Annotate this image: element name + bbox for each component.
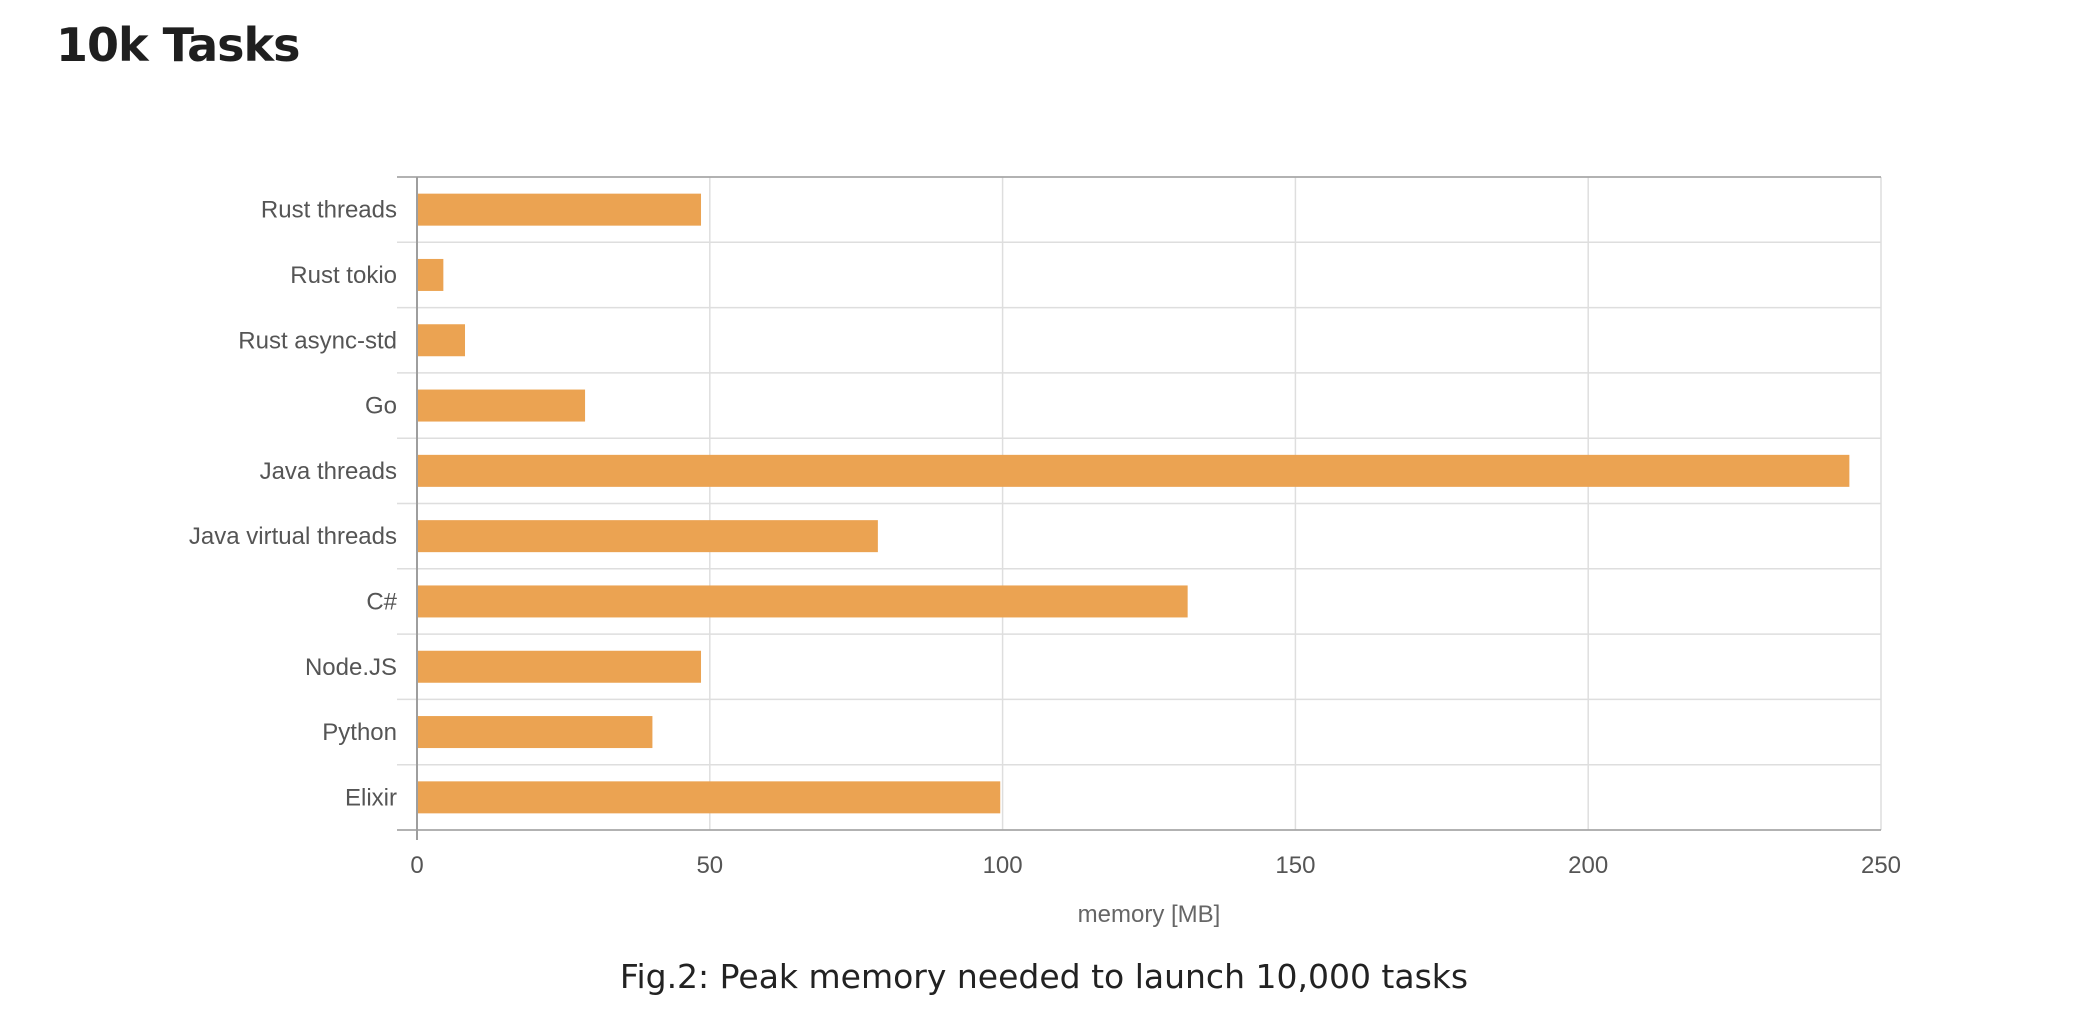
bar-java-virtual-threads <box>417 520 878 553</box>
category-label: Java threads <box>260 458 397 485</box>
page-heading: 10k Tasks <box>56 18 300 72</box>
bar-python <box>417 716 653 749</box>
axes <box>397 176 1881 840</box>
category-label: Rust async-std <box>238 327 397 354</box>
x-tick-label: 0 <box>410 852 423 879</box>
x-tick-label: 200 <box>1568 852 1608 879</box>
category-label: Python <box>322 719 397 746</box>
bar-node-js <box>417 650 702 683</box>
category-label: Node.JS <box>305 654 397 681</box>
category-label: C# <box>366 588 397 615</box>
category-label: Java virtual threads <box>189 523 397 550</box>
bar-rust-async-std <box>417 324 466 357</box>
bar-rust-threads <box>417 193 702 226</box>
bars <box>417 193 1850 814</box>
x-tick-labels: 0 50 100 150 200 250 <box>410 852 1901 879</box>
x-tick-label: 150 <box>1275 852 1315 879</box>
category-label: Rust tokio <box>290 262 397 289</box>
memory-bar-chart: Rust threads Rust tokio Rust async-std Go Ja… <box>189 176 1901 928</box>
bar-go <box>417 389 586 422</box>
x-tick-label: 100 <box>983 852 1023 879</box>
figure-caption: Fig.2: Peak memory needed to launch 10,0… <box>619 957 1469 996</box>
bar-c- <box>417 585 1188 618</box>
x-tick-label: 50 <box>696 852 723 879</box>
x-tick-label: 250 <box>1861 852 1901 879</box>
bar-rust-tokio <box>417 258 444 291</box>
bar-java-threads <box>417 454 1850 487</box>
category-label: Elixir <box>345 784 397 811</box>
category-label: Rust threads <box>261 197 397 224</box>
category-labels: Rust threads Rust tokio Rust async-std Go Ja… <box>189 197 398 812</box>
grid-lines <box>397 176 1882 831</box>
x-axis-label: memory [MB] <box>1078 901 1221 928</box>
category-label: Go <box>365 393 397 420</box>
bar-elixir <box>417 781 1001 814</box>
